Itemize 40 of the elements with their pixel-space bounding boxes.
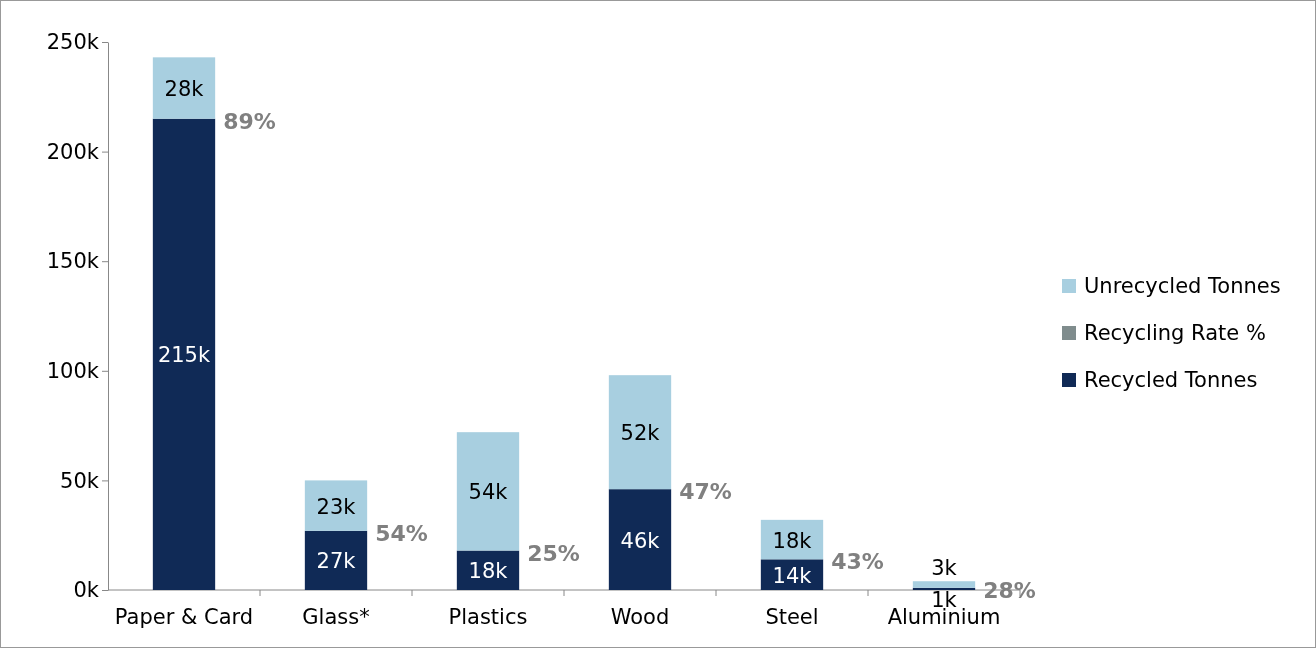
data-label: 23k: [316, 494, 357, 519]
y-tick-label: 50k: [60, 468, 100, 493]
x-tick-label: Paper & Card: [114, 605, 254, 630]
data-label: 18k: [468, 559, 509, 584]
legend-label: Recycling Rate %: [1084, 321, 1266, 345]
legend-label: Unrecycled Tonnes: [1084, 274, 1281, 298]
data-label: 215k: [157, 343, 211, 368]
x-tick-label: Wood: [610, 605, 670, 630]
annotation: 54%: [375, 520, 428, 546]
annotation: 25%: [527, 540, 580, 566]
y-tick-label: 250k: [46, 30, 100, 55]
data-label: 46k: [620, 528, 661, 553]
y-tick-label: 200k: [46, 139, 100, 164]
y-tick-label: 0k: [73, 578, 100, 603]
x-tick-label: Steel: [765, 605, 819, 630]
bar: [152, 118, 216, 590]
bar: [608, 489, 672, 590]
bar: [456, 432, 520, 551]
data-label: 3k: [931, 556, 958, 581]
data-label: 54k: [468, 480, 509, 505]
x-tick-label: Plastics: [448, 605, 528, 630]
annotation: 89%: [223, 108, 276, 134]
bar: [304, 480, 368, 531]
data-label: 18k: [772, 528, 813, 553]
annotation: 47%: [679, 479, 732, 505]
bar: [912, 581, 976, 588]
bar: [152, 57, 216, 119]
bar: [608, 375, 672, 490]
data-label: 28k: [164, 77, 205, 102]
data-label: 27k: [316, 549, 357, 574]
annotation: 43%: [831, 549, 884, 575]
x-tick-label: Glass*: [302, 605, 370, 630]
bar: [304, 530, 368, 590]
data-label: 52k: [620, 421, 661, 446]
legend-label: Recycled Tonnes: [1084, 368, 1258, 392]
annotation: 28%: [983, 577, 1036, 603]
y-tick-label: 100k: [46, 359, 100, 384]
data-label: 14k: [772, 563, 813, 588]
y-tick-label: 150k: [46, 249, 100, 274]
bar: [912, 587, 976, 590]
